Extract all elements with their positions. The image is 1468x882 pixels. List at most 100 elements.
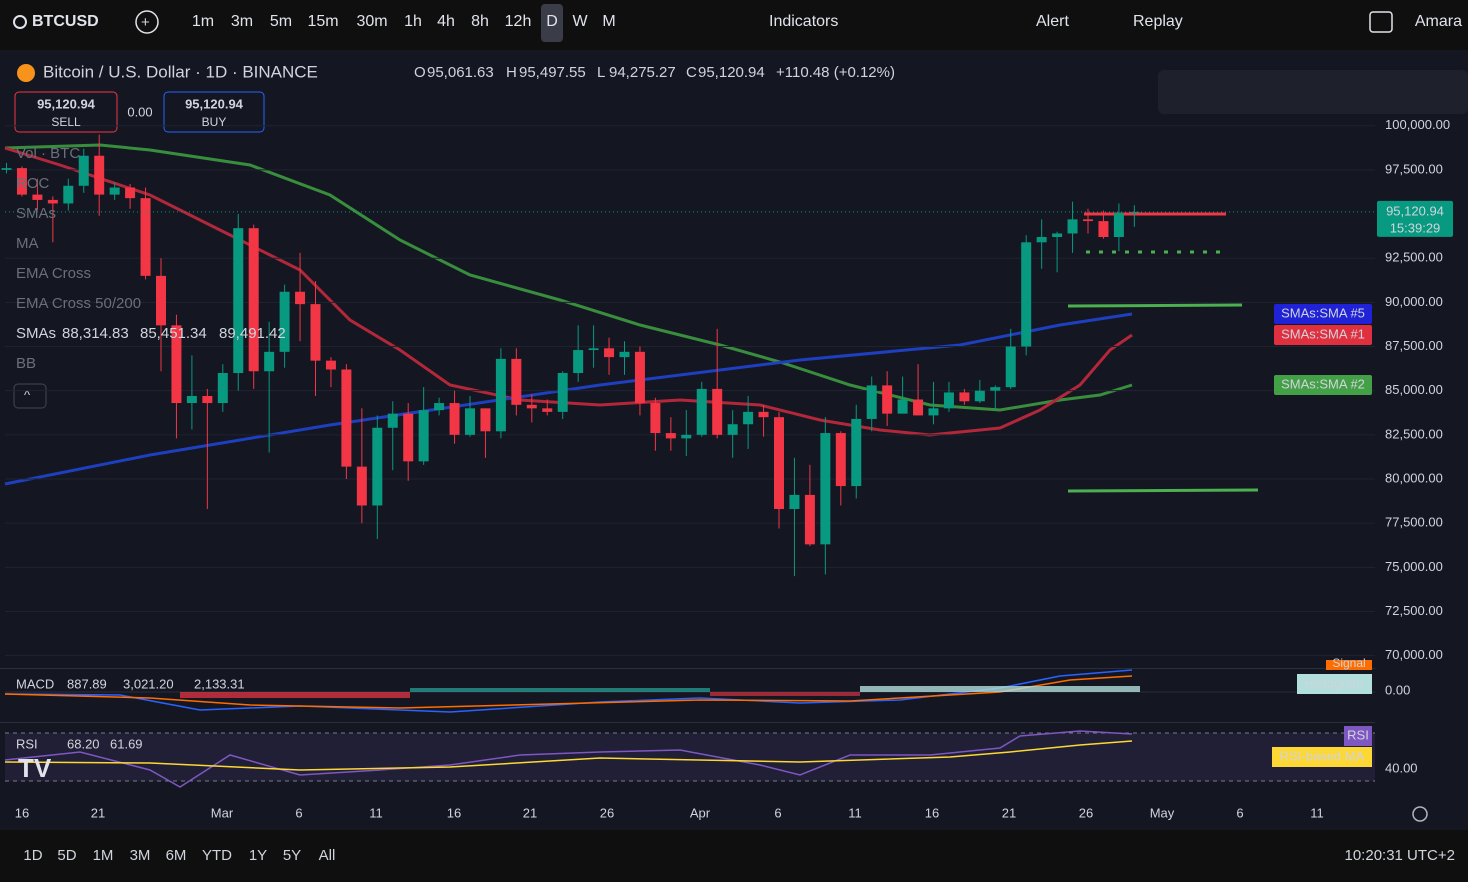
macd-value: 887.89: [67, 676, 107, 691]
interval-button[interactable]: 8h: [471, 13, 489, 30]
candle-body: [557, 373, 568, 412]
interval-button[interactable]: 30m: [356, 13, 387, 30]
ohlc-high: 95,497.55: [519, 64, 586, 81]
x-tick-label: 6: [1236, 805, 1243, 820]
interval-button[interactable]: M: [602, 13, 615, 30]
buy-button[interactable]: [163, 91, 265, 133]
candle-body: [217, 373, 228, 404]
range-button[interactable]: 3M: [130, 847, 151, 864]
ohlc-low: 94,275.27: [609, 64, 676, 81]
btc-icon: [17, 64, 35, 82]
candle-body: [109, 187, 120, 195]
candle-body: [1, 168, 12, 170]
candle-body: [341, 369, 352, 467]
interval-button[interactable]: 5m: [270, 13, 292, 30]
indicator-name[interactable]: BB: [16, 355, 36, 372]
ohlc-c-label: C: [686, 64, 697, 81]
x-tick-label: 6: [774, 805, 781, 820]
candle-body: [897, 399, 908, 414]
histogram-positive: [410, 688, 710, 692]
range-button[interactable]: 1Y: [249, 847, 267, 864]
interval-button[interactable]: 1h: [404, 13, 422, 30]
rsi-name: RSI: [16, 736, 38, 751]
interval-button[interactable]: D: [546, 13, 558, 30]
drawn-line[interactable]: [1067, 488, 1259, 493]
layout-icon[interactable]: [1369, 11, 1393, 33]
candle-body: [279, 291, 290, 352]
macd-name: MACD: [16, 676, 54, 691]
candle-body: [233, 228, 244, 374]
x-tick-label: 21: [91, 805, 105, 820]
range-button[interactable]: 6M: [166, 847, 187, 864]
tag-box: [1326, 660, 1372, 670]
ohlc-open: 95,061.63: [427, 64, 494, 81]
collapse-button[interactable]: [13, 383, 47, 409]
indicator-name[interactable]: SMAs: [16, 205, 56, 222]
sma-tag: SMAs:SMA #1: [1281, 326, 1365, 341]
spread: 0.00: [127, 104, 152, 119]
indicator-name[interactable]: EMA Cross: [16, 265, 91, 282]
range-button[interactable]: 1M: [93, 847, 114, 864]
candle-body: [665, 433, 676, 439]
candle-body: [387, 413, 398, 428]
user-name[interactable]: Amara: [1415, 13, 1462, 30]
indicator-name[interactable]: Vol · BTC: [16, 145, 80, 162]
sma-tag: SMAs:SMA #5: [1281, 305, 1365, 320]
interval-button[interactable]: 12h: [505, 13, 532, 30]
indicators-button[interactable]: Indicators: [769, 13, 838, 30]
indicator-name[interactable]: SMAs: [16, 325, 56, 342]
chart-area: [0, 50, 1468, 830]
candle-body: [78, 155, 89, 186]
y-tick-label: 97,500.00: [1385, 161, 1443, 176]
candle-body: [63, 185, 74, 204]
candle-body: [418, 410, 429, 462]
search-icon[interactable]: [13, 15, 27, 29]
candle-body: [47, 199, 58, 204]
indicator-name[interactable]: ROC: [16, 175, 50, 192]
range-button[interactable]: All: [319, 847, 336, 864]
sma-tag-box: [1274, 375, 1372, 395]
interval-button[interactable]: 15m: [307, 13, 338, 30]
range-button[interactable]: 1D: [23, 847, 42, 864]
x-tick-label: Mar: [211, 805, 234, 820]
y-tick-label: 80,000.00: [1385, 470, 1443, 485]
macd-tick: 0.00: [1385, 682, 1410, 697]
interval-button[interactable]: 1m: [192, 13, 214, 30]
candle-body: [990, 387, 1001, 391]
x-tick-label: 11: [1310, 805, 1324, 820]
settings-icon[interactable]: [1412, 806, 1428, 822]
drawn-line[interactable]: [1067, 303, 1243, 308]
interval-button[interactable]: W: [572, 13, 588, 30]
rsi-value: 61.69: [110, 736, 143, 751]
sell-button[interactable]: [14, 91, 118, 133]
range-button[interactable]: YTD: [202, 847, 232, 864]
candle-body: [202, 395, 213, 404]
candle-body: [248, 228, 259, 372]
sma-tag: SMAs:SMA #2: [1281, 376, 1365, 391]
drawing-toolbar: [1158, 70, 1468, 114]
buy-price: 95,120.94: [185, 96, 244, 111]
range-button[interactable]: 5D: [57, 847, 76, 864]
symbol[interactable]: BTCUSD: [32, 13, 99, 30]
candle-body: [1052, 233, 1063, 238]
candle-body: [526, 404, 537, 409]
add-symbol-icon[interactable]: [135, 10, 159, 34]
alert-button[interactable]: Alert: [1036, 13, 1069, 30]
candle-body: [604, 348, 615, 358]
range-button[interactable]: 5Y: [283, 847, 301, 864]
logo: TV: [18, 753, 52, 783]
candle-body: [434, 403, 445, 411]
x-tick-label: 16: [925, 805, 939, 820]
interval-button[interactable]: 4h: [437, 13, 455, 30]
sma-tag-box: [1274, 325, 1372, 345]
countdown: 15:39:29: [1390, 220, 1441, 235]
ohlc-l-label: L: [597, 64, 605, 81]
candle-body: [156, 275, 166, 326]
interval-button[interactable]: 3m: [231, 13, 253, 30]
y-tick-label: 77,500.00: [1385, 515, 1443, 530]
indicator-name[interactable]: MA: [16, 235, 39, 252]
replay-button[interactable]: Replay: [1133, 13, 1183, 30]
x-tick-label: 6: [295, 805, 302, 820]
indicator-name[interactable]: EMA Cross 50/200: [16, 295, 141, 312]
